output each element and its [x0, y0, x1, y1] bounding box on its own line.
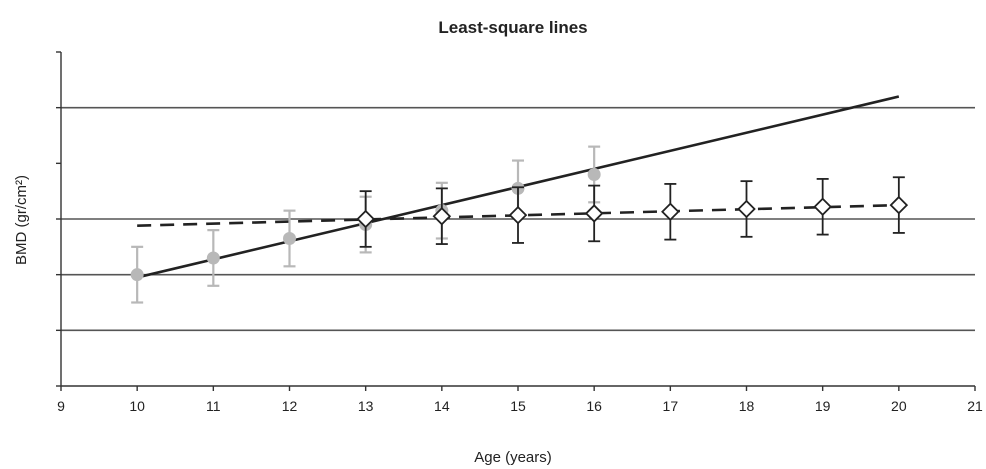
x-tick-label: 14	[434, 398, 450, 414]
x-tick-label: 10	[129, 398, 145, 414]
x-tick-label: 18	[739, 398, 755, 414]
x-tick-label: 13	[358, 398, 374, 414]
x-tick-label: 9	[57, 398, 65, 414]
data-point-circle	[206, 251, 220, 265]
data-point-circle	[283, 231, 296, 245]
data-point-diamond	[432, 206, 452, 226]
data-point-diamond	[356, 209, 375, 229]
chart-title: Least-square lines	[438, 18, 587, 37]
x-tick-label: 19	[815, 398, 831, 414]
data-point-diamond	[813, 197, 832, 217]
data-point-diamond	[508, 205, 528, 225]
data-point-circle	[130, 268, 144, 282]
x-tick-label: 21	[967, 398, 983, 414]
data-point-diamond	[889, 195, 909, 215]
x-tick-labels: 9 10 11 12 13 14 15 16 17 18 19 20 21	[57, 398, 983, 414]
x-tick-label: 15	[510, 398, 526, 414]
axes	[56, 51, 976, 391]
x-tick-label: 12	[282, 398, 298, 414]
y-axis-label: BMD (gr/cm²)	[13, 175, 30, 265]
x-tick-label: 20	[891, 398, 907, 414]
data-point-circle	[587, 167, 601, 181]
data-point-diamond	[737, 199, 756, 219]
data-series	[130, 145, 909, 304]
data-point-diamond	[584, 204, 604, 223]
data-point-diamond	[661, 202, 680, 222]
x-axis-label: Age (years)	[474, 449, 552, 466]
x-tick-label: 16	[586, 398, 602, 414]
x-tick-label: 11	[206, 398, 221, 414]
x-tick-label: 17	[663, 398, 679, 414]
